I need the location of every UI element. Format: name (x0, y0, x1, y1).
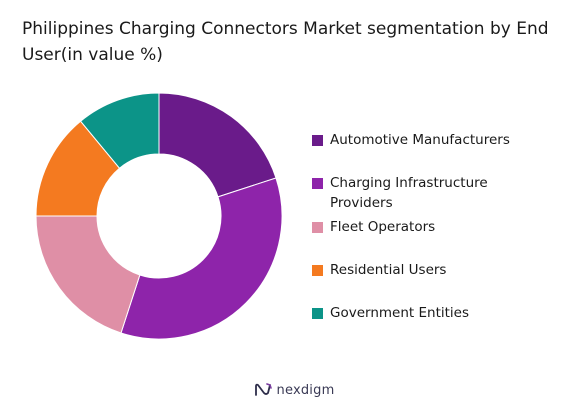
chart-title: Philippines Charging Connectors Market s… (22, 19, 549, 65)
legend-item-residential-users: Residential Users (312, 260, 560, 280)
legend-label: Government Entities (330, 305, 469, 321)
nexdigm-logo-icon (254, 383, 272, 396)
donut-slice-automotive-manufacturers (158, 92, 277, 198)
legend-item-government-entities: Government Entities (312, 303, 560, 323)
legend-item-automotive-manufacturers: Automotive Manufacturers (312, 130, 560, 150)
legend-swatch (312, 222, 323, 233)
legend-swatch (312, 135, 323, 146)
legend-label: Charging Infrastructure Providers (330, 175, 488, 211)
donut-slice-government-entities (79, 92, 160, 169)
brand-logo: nexdigm (0, 382, 588, 398)
legend-swatch (312, 265, 323, 276)
legend-label: Automotive Manufacturers (330, 132, 510, 148)
legend-item-fleet-operators: Fleet Operators (312, 217, 560, 237)
legend-label: Fleet Operators (330, 219, 436, 235)
donut-slice-fleet-operators (35, 215, 141, 334)
legend-swatch (312, 308, 323, 319)
legend-item-charging-infrastructure-providers: Charging Infrastructure Providers (312, 173, 530, 213)
legend-label: Residential Users (330, 262, 447, 278)
legend-swatch (312, 178, 323, 189)
brand-name: nexdigm (276, 382, 335, 398)
donut-slice-charging-infrastructure-providers (120, 177, 283, 340)
